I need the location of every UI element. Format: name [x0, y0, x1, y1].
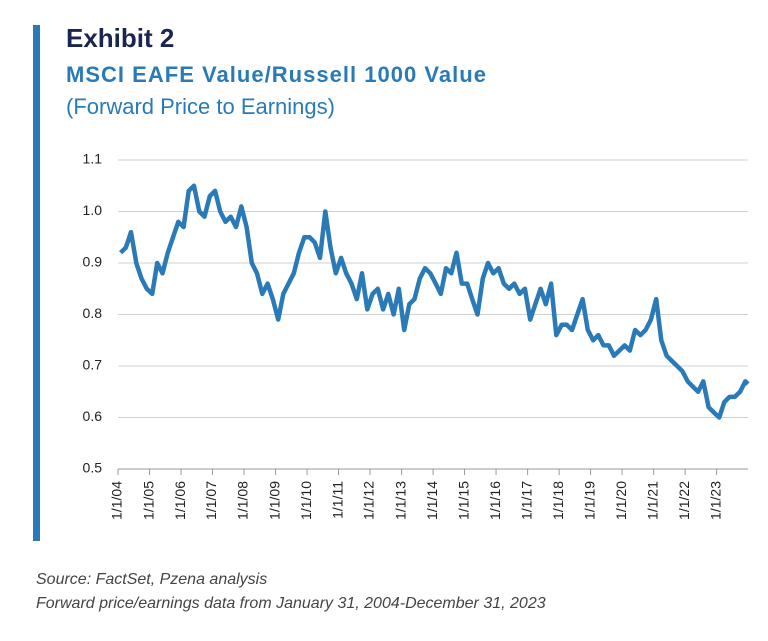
chart-subtitle: (Forward Price to Earnings): [66, 94, 335, 119]
x-tick-label: 1/1/23: [707, 481, 723, 520]
x-tick-label: 1/1/22: [676, 481, 692, 520]
x-tick-label: 1/1/17: [518, 481, 534, 520]
y-tick-label: 1.0: [83, 202, 103, 218]
x-tick-label: 1/1/18: [550, 481, 566, 520]
x-tick-label: 1/1/16: [487, 481, 503, 520]
x-tick-label: 1/1/09: [266, 481, 282, 520]
x-tick-label: 1/1/15: [455, 481, 471, 520]
footnote: Forward price/earnings data from January…: [36, 595, 546, 612]
x-tick-label: 1/1/19: [581, 481, 597, 520]
x-tick-label: 1/1/21: [644, 481, 660, 520]
x-tick-label: 1/1/14: [424, 481, 440, 520]
x-tick-label: 1/1/20: [613, 481, 629, 520]
y-tick-label: 0.7: [83, 357, 103, 373]
chart-title: MSCI EAFE Value/Russell 1000 Value: [66, 62, 486, 87]
x-tick-label: 1/1/12: [361, 481, 377, 520]
y-tick-label: 0.9: [83, 254, 103, 270]
x-tick-label: 1/1/05: [140, 481, 156, 520]
accent-bar: [33, 25, 40, 541]
x-tick-label: 1/1/13: [392, 481, 408, 520]
line-series: [119, 183, 750, 420]
x-tick-label: 1/1/10: [298, 481, 314, 520]
y-tick-label: 0.6: [83, 408, 103, 424]
exhibit-label: Exhibit 2: [66, 23, 174, 53]
y-tick-label: 0.8: [83, 305, 103, 321]
y-tick-label: 0.5: [83, 460, 103, 476]
x-tick-label: 1/1/07: [203, 481, 219, 520]
x-tick-label: 1/1/08: [235, 481, 251, 520]
y-tick-label: 1.1: [83, 151, 103, 167]
source-note: Source: FactSet, Pzena analysis: [36, 571, 267, 588]
x-tick-label: 1/1/04: [109, 481, 125, 520]
x-tick-label: 1/1/11: [329, 481, 345, 519]
x-tick-label: 1/1/06: [172, 481, 188, 520]
